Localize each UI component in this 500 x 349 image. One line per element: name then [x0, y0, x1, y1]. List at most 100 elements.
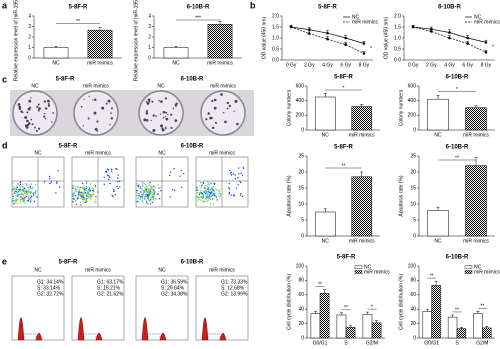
- flow-dot: [203, 182, 205, 185]
- flow-dot: [205, 200, 208, 202]
- flow-dot: [27, 200, 30, 202]
- colony: [93, 111, 97, 115]
- flow-dot: [147, 197, 149, 199]
- flow-dot: [173, 189, 176, 192]
- point: [362, 52, 366, 55]
- flow-dot: [72, 195, 74, 198]
- flow-dot: [77, 186, 79, 189]
- flow-dot: [85, 193, 87, 195]
- flow-plots: [11, 156, 249, 208]
- x-tick-label: 6 Gy: [340, 62, 351, 68]
- flow-dot: [27, 195, 30, 198]
- flow-dot: [153, 185, 155, 188]
- y-tick-label: 100: [408, 263, 417, 269]
- colony: [107, 99, 111, 103]
- group-label: NC: [34, 267, 42, 273]
- flow-dot: [20, 190, 22, 192]
- colony: [147, 98, 151, 102]
- flow-dot: [136, 197, 139, 200]
- flow-dot: [111, 168, 113, 171]
- colony: [214, 98, 217, 102]
- s-phase: [147, 333, 161, 340]
- colony: [110, 117, 114, 120]
- colony: [30, 118, 33, 121]
- flow-dot: [30, 196, 32, 199]
- flow-dot: [213, 186, 215, 188]
- x-tick-label: NC: [322, 238, 330, 244]
- flow-dot: [12, 197, 14, 200]
- flow-dot: [209, 191, 211, 194]
- x-tick-label: NC: [322, 132, 330, 138]
- flow-dot: [22, 190, 24, 193]
- flow-dot: [179, 175, 181, 177]
- colony: [47, 103, 50, 105]
- error-bar: [434, 280, 438, 286]
- flow-dot: [113, 188, 115, 191]
- phase-stat: G1: 34.14%: [37, 279, 64, 285]
- flow-dot: [203, 191, 206, 194]
- flow-dot: [214, 194, 216, 197]
- flow-dot: [14, 192, 16, 194]
- flow-dot: [33, 192, 35, 194]
- flow-dot: [103, 183, 106, 186]
- group-label: NC: [158, 267, 166, 273]
- flow-dot: [75, 190, 78, 192]
- error-bar: [323, 289, 327, 294]
- bar: [314, 211, 336, 237]
- flow-dot: [48, 177, 51, 180]
- point: [484, 51, 488, 54]
- bar: [422, 311, 432, 339]
- flow-dot: [202, 194, 205, 197]
- phase-stat: G1: 63.17%: [97, 279, 124, 285]
- flow-dot: [12, 200, 14, 203]
- flow-dot: [138, 195, 140, 197]
- flow-dot: [82, 202, 84, 204]
- y-tick-label: 20: [298, 169, 304, 175]
- group-label: miR mimics: [85, 150, 111, 156]
- colony: [52, 112, 55, 114]
- panel-label: d: [2, 140, 8, 150]
- x-tick-label: G0/G1: [313, 340, 328, 346]
- point: [344, 43, 348, 46]
- flow-dot: [242, 167, 245, 169]
- flow-dot: [25, 193, 27, 195]
- flow-dot: [106, 174, 109, 176]
- flow-dot: [218, 191, 221, 193]
- colony: [213, 106, 217, 110]
- panel-label: a: [2, 0, 8, 10]
- x-tick-label: G2/M: [476, 340, 488, 346]
- flow-dot: [30, 198, 32, 201]
- flow-dot: [12, 186, 14, 188]
- y-tick-label: 25: [410, 153, 416, 159]
- group-label: miR mimics: [83, 83, 109, 89]
- flow-dot: [20, 193, 22, 196]
- flow-dot: [150, 188, 152, 190]
- bar: [351, 176, 373, 237]
- flow-dot: [15, 191, 18, 194]
- flow-dot: [90, 182, 92, 185]
- flow-dot: [72, 194, 74, 196]
- y-tick-label: 40: [410, 307, 416, 313]
- colony: [28, 99, 32, 103]
- chart-title: 6-10B-R: [438, 5, 461, 11]
- flow-dot: [73, 191, 75, 193]
- colony: [50, 121, 53, 123]
- flow-dot: [141, 195, 143, 198]
- panel-label: c: [2, 74, 7, 84]
- flow-dot: [199, 191, 201, 194]
- flow-dot: [81, 196, 83, 198]
- flow-dot: [241, 174, 244, 177]
- flow-dot: [160, 186, 162, 188]
- flow-dot: [201, 194, 203, 196]
- flow-dot: [15, 198, 18, 200]
- flow-dot: [145, 185, 148, 188]
- flow-dot: [88, 189, 90, 192]
- flow-dot: [148, 194, 151, 197]
- flow-dot: [147, 195, 149, 197]
- x-tick-label: 4 Gy: [444, 62, 455, 68]
- y-tick-label: 0.0: [272, 57, 279, 63]
- y-tick-label: 80: [410, 278, 416, 284]
- flow-dot: [15, 187, 17, 189]
- y-tick-label: 60: [298, 292, 304, 298]
- flow-dot: [241, 195, 244, 198]
